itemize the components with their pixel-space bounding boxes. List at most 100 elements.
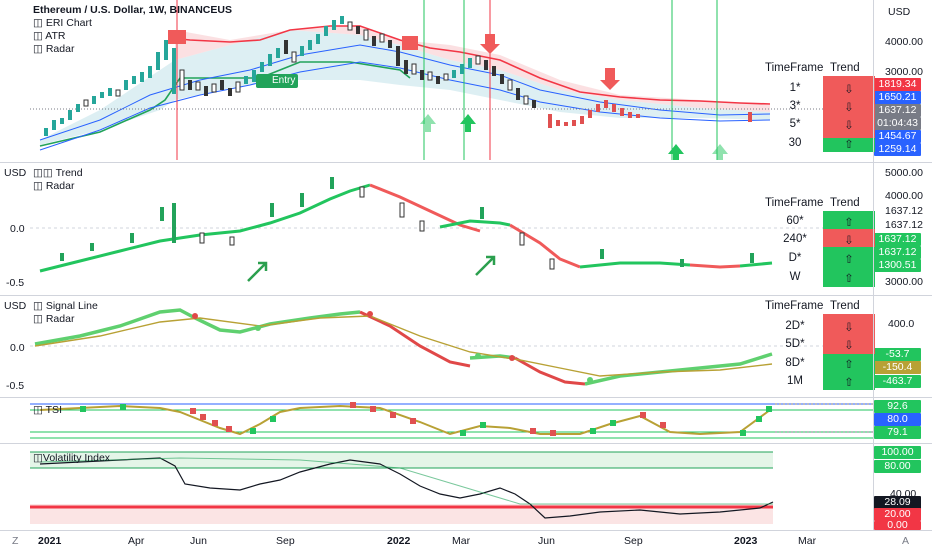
- symbol-title[interactable]: Ethereum / U.S. Dollar, 1W, BINANCEUS: [33, 4, 232, 16]
- indicator-atr[interactable]: ◫ ATR: [33, 30, 66, 42]
- vol-tag: 28.09: [874, 496, 921, 509]
- signal-line-pane[interactable]: ◫ Signal Line ◫ Radar USD 0.0 -0.5 400.0…: [0, 296, 932, 398]
- volatility-legend: ◫Volatility Index: [33, 452, 110, 465]
- main-price-pane[interactable]: Ethereum / U.S. Dollar, 1W, BINANCEUS ◫ …: [0, 0, 932, 163]
- time-label: Jun: [538, 535, 555, 547]
- indicator-tsi[interactable]: ◫ TSI: [33, 404, 62, 416]
- tf-label: 240*: [783, 233, 807, 245]
- timezone-toggle[interactable]: Z: [12, 535, 19, 547]
- trend-cell: [823, 354, 875, 390]
- trend-arrow: ⇧: [844, 377, 854, 389]
- trend-cell: [823, 211, 875, 229]
- axis-label: 1637.12: [885, 219, 923, 231]
- indicator-radar[interactable]: ◫ Radar: [33, 180, 75, 192]
- vol-tag: 100.00: [874, 446, 921, 459]
- tsi-chart-canvas[interactable]: [0, 398, 873, 444]
- indicator-volatility-index[interactable]: ◫Volatility Index: [33, 452, 111, 464]
- volatility-chart-canvas[interactable]: [0, 444, 873, 530]
- tf-label: 3*: [789, 100, 801, 112]
- main-legend: Ethereum / U.S. Dollar, 1W, BINANCEUS ◫ …: [33, 4, 232, 56]
- trend-arrow: ⇧: [844, 273, 854, 285]
- indicator-signal-line[interactable]: ◫ Signal Line: [33, 300, 98, 312]
- trend-arrow: ⇩: [844, 120, 854, 132]
- indicator-trend[interactable]: ◫◫ Trend: [33, 167, 83, 179]
- axis-label: 3000.00: [885, 276, 923, 288]
- vol-tag: 0.00: [874, 521, 921, 530]
- price-tag: 1454.67: [874, 130, 921, 143]
- axis-label: 4000.00: [885, 190, 923, 202]
- signal-chart-canvas[interactable]: [0, 296, 873, 398]
- trend-arrow: ⇩: [844, 340, 854, 352]
- vol-tag: 80.00: [874, 460, 921, 473]
- trend-cell: [823, 76, 875, 138]
- tf-label: 1*: [789, 82, 801, 94]
- signal-tag: -150.4: [874, 361, 921, 374]
- tsi-tag: 80.0: [874, 413, 921, 426]
- trend-candles: [60, 177, 754, 270]
- table-header-trend: Trend: [830, 197, 860, 209]
- trend-pane[interactable]: ◫◫ Trend ◫ Radar USD 0.0 -0.5 5000.00 40…: [0, 163, 932, 296]
- time-label: Apr: [128, 535, 145, 547]
- trend-arrow: ⇧: [844, 217, 854, 229]
- price-axis-divider: [873, 0, 874, 530]
- tf-label: D*: [788, 252, 802, 264]
- tsi-tag: 79.1: [874, 426, 921, 439]
- tf-label: 8D*: [785, 357, 805, 369]
- time-label: Mar: [798, 535, 817, 547]
- tf-label: 60*: [786, 215, 804, 227]
- time-label: Mar: [452, 535, 471, 547]
- timeframe-table-signal: TimeFrame Trend 2D* ⇩ 5D* ⇩ 8D* ⇧ 1M ⇧: [765, 300, 875, 394]
- axis-label: 400.0: [888, 318, 915, 330]
- table-header-timeframe: TimeFrame: [765, 300, 824, 312]
- trend-arrow: ⇩: [844, 235, 854, 247]
- trend-cell: [823, 314, 875, 354]
- trend-arrow: ⇧: [844, 139, 854, 151]
- tsi-legend: ◫ TSI: [33, 404, 62, 417]
- unit-label: USD: [4, 300, 27, 312]
- table-header-timeframe: TimeFrame: [765, 197, 824, 209]
- tsi-pane[interactable]: ◫ TSI 92.6 80.0 79.1: [0, 398, 932, 444]
- trend-arrow: ⇩: [844, 84, 854, 96]
- tf-label: 2D*: [785, 320, 805, 332]
- table-header-trend: Trend: [830, 62, 860, 74]
- time-axis[interactable]: Z 2021 Apr Jun Sep 2022 Mar Jun Sep 2023…: [0, 530, 932, 550]
- left-axis-label: 0.0: [10, 223, 25, 235]
- axis-label: 5000.00: [885, 167, 923, 179]
- indicator-radar[interactable]: ◫ Radar: [33, 313, 75, 325]
- unit-label: USD: [4, 167, 27, 179]
- tf-label: 30: [788, 137, 802, 149]
- tf-label: 1M: [787, 375, 803, 387]
- left-axis-label: -0.5: [6, 380, 25, 392]
- trend-arrow: ⇧: [844, 254, 854, 266]
- signal-legend: ◫ Signal Line ◫ Radar: [33, 300, 98, 326]
- trend-cell: [823, 229, 875, 247]
- axis-label-3000: 3000.00: [885, 66, 923, 78]
- timeframe-table-trend: TimeFrame Trend 60* ⇧ 240* ⇩ D* ⇧ W ⇧: [765, 197, 875, 291]
- signal-tag: -463.7: [874, 375, 921, 388]
- price-tag: 1637.12: [874, 233, 921, 246]
- countdown-tag: 01:04:43: [874, 117, 921, 130]
- signal-tag: -53.7: [874, 348, 921, 361]
- time-label: Jun: [190, 535, 207, 547]
- trend-chart-canvas[interactable]: [0, 163, 873, 296]
- left-axis-label: -0.5: [6, 277, 25, 289]
- main-chart-canvas[interactable]: [0, 0, 873, 163]
- tf-label: 5*: [789, 118, 801, 130]
- price-tag: 1819.34: [874, 78, 921, 91]
- indicator-eri-chart[interactable]: ◫ ERI Chart: [33, 17, 92, 29]
- price-tag: 1637.12: [874, 246, 921, 259]
- volatility-pane[interactable]: ◫Volatility Index 40.00 100.00 80.00 28.…: [0, 444, 932, 530]
- price-candles: [44, 16, 752, 136]
- indicator-radar[interactable]: ◫ Radar: [33, 43, 75, 55]
- tf-label: 5D*: [785, 338, 805, 350]
- timeframe-table-main: TimeFrame Trend 1* ⇩ 3* ⇩ 5* ⇩ 30 ⇧: [765, 62, 875, 156]
- price-tag: 1300.51: [874, 259, 921, 272]
- vol-tag: 20.00: [874, 508, 921, 521]
- table-header-trend: Trend: [830, 300, 860, 312]
- trend-cell: [823, 247, 875, 287]
- auto-scale-toggle[interactable]: A: [902, 535, 910, 547]
- table-header-timeframe: TimeFrame: [765, 62, 824, 74]
- trend-arrow: ⇩: [844, 322, 854, 334]
- time-label: Sep: [276, 535, 295, 547]
- axis-label-4000: 4000.00: [885, 36, 923, 48]
